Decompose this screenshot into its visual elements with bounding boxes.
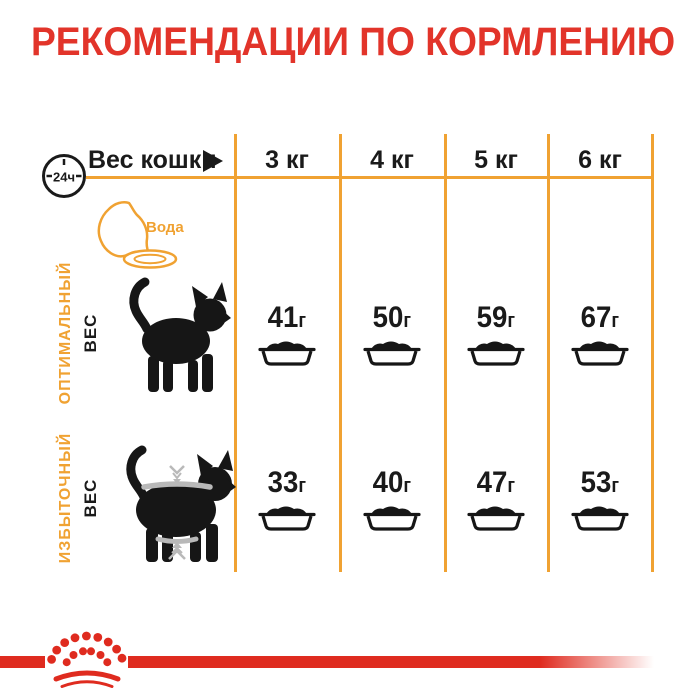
gram-number: 59 — [476, 301, 508, 334]
gram-unit: г — [507, 310, 516, 332]
gram-number: 47 — [476, 466, 508, 499]
row-label-optimal: ОПТИМАЛЬНЫЙ — [57, 261, 74, 405]
portion-value: 53г — [581, 468, 619, 501]
gram-unit: г — [298, 310, 307, 332]
grid-line-vertical — [444, 134, 447, 572]
portion-cell: 40г — [347, 468, 437, 531]
gram-number: 40 — [372, 466, 404, 499]
gram-unit: г — [403, 475, 412, 497]
grid-line-vertical — [547, 134, 550, 572]
portion-cell: 50г — [347, 303, 437, 366]
portion-value: 59г — [477, 303, 515, 336]
grid-line-vertical — [339, 134, 342, 572]
portion-cell: 67г — [555, 303, 645, 366]
clock-24h-icon: 24ч — [42, 154, 86, 198]
royal-canin-crown-logo — [47, 631, 127, 688]
water-pitcher-icon — [97, 201, 178, 269]
portion-cell: 53г — [555, 468, 645, 531]
footer-bar-right — [128, 656, 670, 668]
food-bowl-icon — [571, 506, 629, 531]
row-label-overweight-weight: ВЕС — [81, 478, 100, 518]
food-bowl-icon — [467, 506, 525, 531]
gram-unit: г — [403, 310, 412, 332]
food-bowl-icon — [363, 341, 421, 366]
food-bowl-icon — [258, 341, 316, 366]
portion-value: 33г — [268, 468, 306, 501]
column-header-3kg: 3 кг — [265, 146, 309, 174]
portion-value: 40г — [373, 468, 411, 501]
optimal-weight-cat-icon — [129, 277, 231, 392]
gram-number: 67 — [580, 301, 612, 334]
clock-badge-label: 24ч — [53, 170, 75, 185]
portion-cell: 41г — [242, 303, 332, 366]
column-header-4kg: 4 кг — [370, 146, 414, 174]
gram-number: 41 — [267, 301, 299, 334]
portion-cell: 47г — [451, 468, 541, 531]
gram-unit: г — [611, 310, 620, 332]
portion-cell: 33г — [242, 468, 332, 531]
grid-line-horizontal — [86, 176, 653, 179]
food-bowl-icon — [363, 506, 421, 531]
gram-number: 53 — [580, 466, 612, 499]
column-header-5kg: 5 кг — [474, 146, 518, 174]
column-header-6kg: 6 кг — [578, 146, 622, 174]
grid-line-vertical — [234, 134, 237, 572]
food-bowl-icon — [571, 341, 629, 366]
portion-value: 50г — [373, 303, 411, 336]
gram-number: 50 — [372, 301, 404, 334]
footer-bar-left — [0, 656, 45, 668]
water-label: Вода — [146, 219, 184, 236]
gram-unit: г — [507, 475, 516, 497]
portion-value: 41г — [268, 303, 306, 336]
gram-unit: г — [611, 475, 620, 497]
row-label-overweight: ИЗБЫТОЧНЫЙ — [57, 432, 74, 564]
gram-unit: г — [298, 475, 307, 497]
gram-number: 33 — [267, 466, 299, 499]
portion-value: 47г — [477, 468, 515, 501]
row-label-optimal-weight: ВЕС — [81, 313, 100, 353]
portion-value: 67г — [581, 303, 619, 336]
food-bowl-icon — [258, 506, 316, 531]
page-title: РЕКОМЕНДАЦИИ ПО КОРМЛЕНИЮ — [31, 20, 676, 64]
portion-cell: 59г — [451, 303, 541, 366]
grid-line-vertical — [651, 134, 654, 572]
overweight-cat-icon — [126, 445, 236, 562]
weight-header-label: Вес кошки — [88, 146, 217, 174]
arrow-right-icon — [203, 150, 223, 172]
food-bowl-icon — [467, 341, 525, 366]
